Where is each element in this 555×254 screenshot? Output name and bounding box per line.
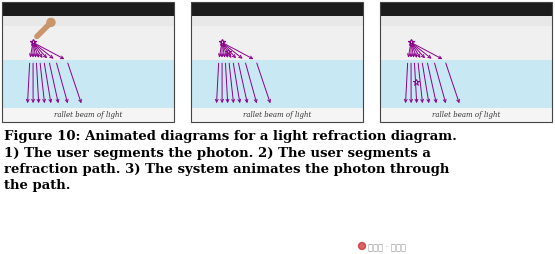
Bar [380,2,552,16]
Bar [191,2,363,122]
Circle shape [47,18,55,26]
Bar [380,26,552,60]
Bar [191,108,363,122]
Bar [191,26,363,60]
Bar [2,16,174,26]
Bar [380,16,552,26]
Text: Figure 10: Animated diagrams for a light refraction diagram.: Figure 10: Animated diagrams for a light… [4,130,457,143]
Bar [380,2,552,122]
Text: refraction path. 3) The system animates the photon through: refraction path. 3) The system animates … [4,163,450,176]
Bar [2,2,174,122]
Bar [191,2,363,16]
Text: 公众号 · 新智元: 公众号 · 新智元 [368,243,406,252]
Text: rallet beam of light: rallet beam of light [243,111,311,119]
Text: the path.: the path. [4,179,70,192]
Bar [2,60,174,108]
Text: rallet beam of light: rallet beam of light [432,111,500,119]
Bar [191,16,363,26]
Bar [2,2,174,16]
Text: rallet beam of light: rallet beam of light [54,111,122,119]
Bar [191,60,363,108]
Bar [2,108,174,122]
Bar [380,60,552,108]
Bar [380,108,552,122]
Text: 1) The user segments the photon. 2) The user segments a: 1) The user segments the photon. 2) The … [4,147,431,160]
Bar [2,26,174,60]
Circle shape [359,243,366,249]
